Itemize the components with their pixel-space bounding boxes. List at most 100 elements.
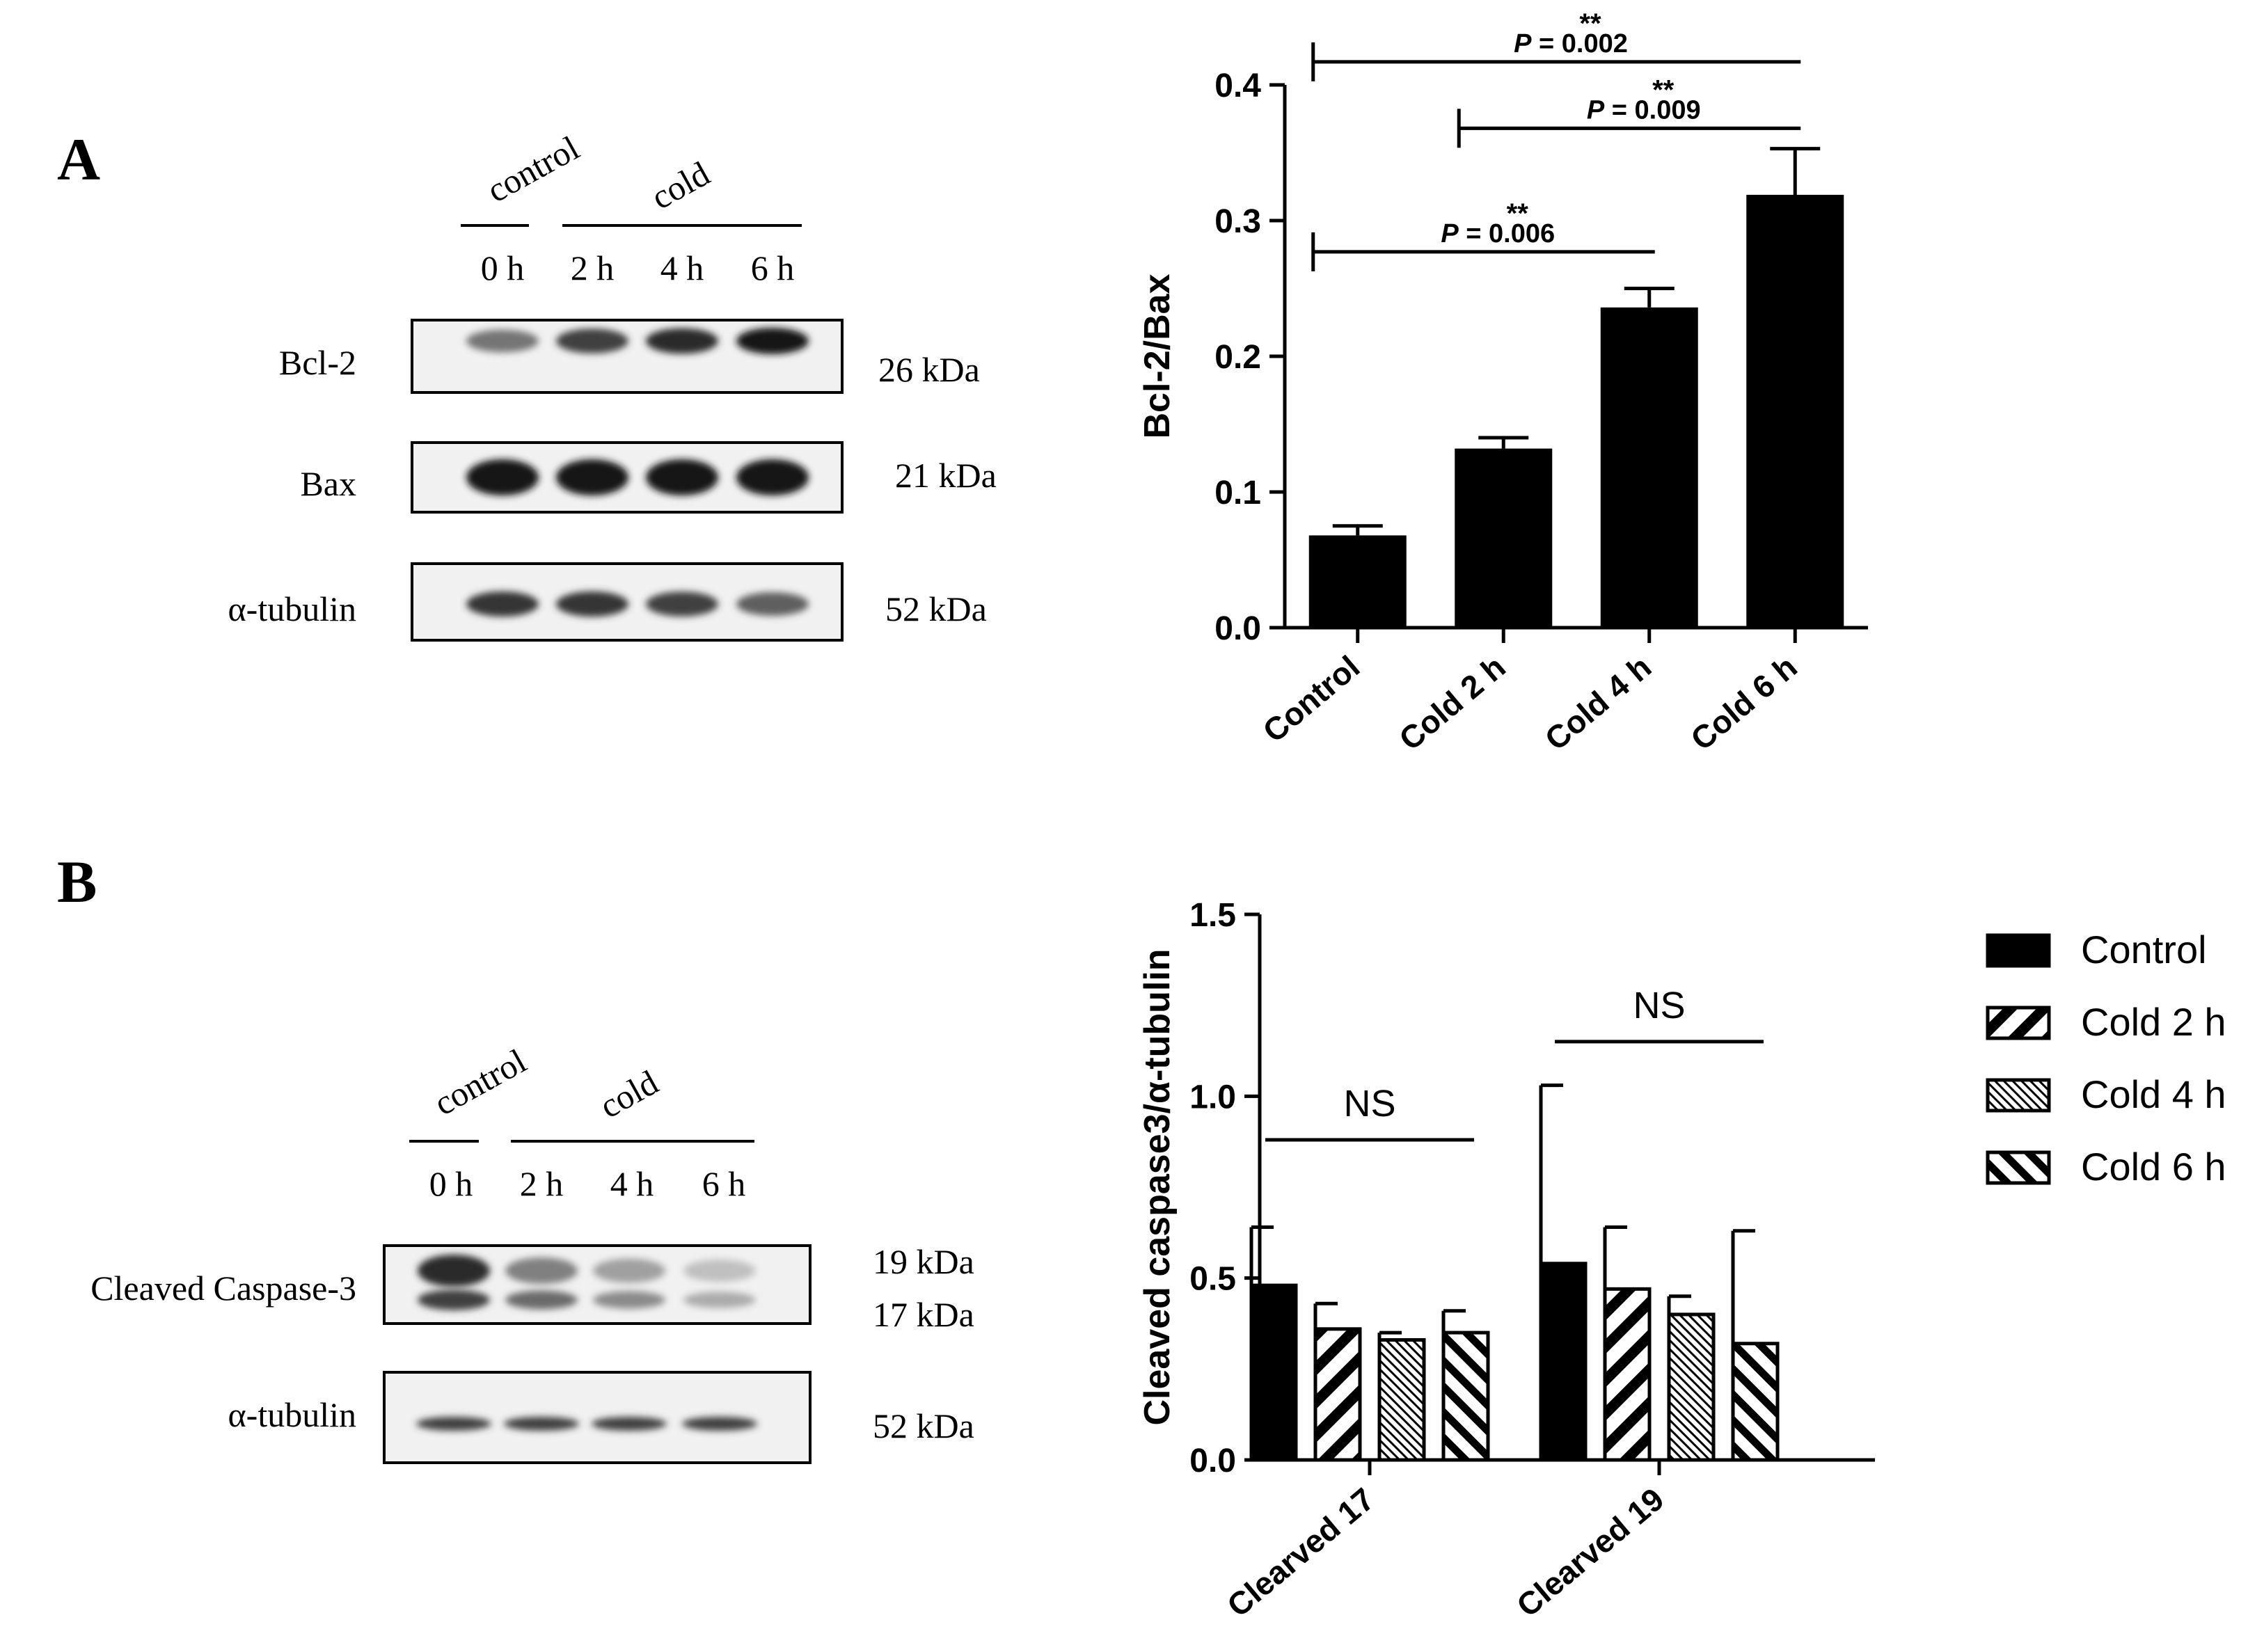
western-blot-a: A control cold 0 h 2 h 4 h 6 h Bcl-2 Bax… bbox=[57, 126, 997, 642]
bar bbox=[1308, 535, 1407, 628]
legend-label: Control bbox=[2081, 928, 2207, 971]
y-tick-label: 0.0 bbox=[1214, 610, 1261, 647]
kda-label-tubulin: 52 kDa bbox=[873, 1406, 974, 1445]
significance-stars: ** bbox=[1507, 198, 1529, 229]
blot-band bbox=[683, 1260, 756, 1282]
group-label-cold: cold bbox=[593, 1063, 664, 1126]
lane-label: 2 h bbox=[520, 1164, 564, 1203]
blot-band bbox=[682, 1417, 757, 1431]
legend-label: Cold 6 h bbox=[2081, 1145, 2226, 1189]
x-tick-label: Cold 4 h bbox=[1538, 649, 1658, 757]
blot-label-bax: Bax bbox=[300, 464, 356, 503]
blot-label-caspase3: Cleaved Caspase-3 bbox=[90, 1269, 356, 1308]
blot-band bbox=[646, 328, 718, 354]
x-tick-label: Clearved 17 bbox=[1220, 1481, 1381, 1624]
bar bbox=[1249, 1283, 1298, 1462]
blot-band bbox=[505, 1290, 578, 1310]
blot-label-bcl2: Bcl-2 bbox=[279, 343, 356, 382]
y-tick-label: 1.0 bbox=[1189, 1079, 1236, 1115]
blot-band bbox=[466, 591, 539, 617]
ns-label: NS bbox=[1343, 1083, 1395, 1125]
blot-band bbox=[416, 1417, 491, 1431]
bar bbox=[1441, 1331, 1490, 1462]
p-value-label: P = 0.006 bbox=[1441, 219, 1555, 248]
group-label-control: control bbox=[480, 128, 585, 210]
y-tick-label: 0.5 bbox=[1189, 1261, 1236, 1298]
group-label-cold: cold bbox=[644, 154, 715, 217]
y-tick-label: 0.4 bbox=[1214, 67, 1261, 104]
significance-stars: ** bbox=[1579, 8, 1601, 39]
lane-label: 2 h bbox=[571, 248, 615, 287]
blot-band bbox=[556, 459, 628, 495]
y-axis-label: Cleaved caspase3/α-tubulin bbox=[1137, 948, 1178, 1425]
bar bbox=[1600, 307, 1698, 628]
blot-band bbox=[736, 459, 809, 495]
blot-band bbox=[683, 1292, 756, 1308]
bar bbox=[1746, 194, 1844, 628]
blot-bands-a bbox=[466, 328, 809, 617]
group-label-control: control bbox=[427, 1041, 532, 1123]
legend: Control Cold 2 h Cold 4 h Cold 6 h bbox=[1986, 928, 2226, 1189]
bar bbox=[1603, 1287, 1652, 1462]
blot-band bbox=[593, 1291, 665, 1309]
x-tick-label: Clearved 19 bbox=[1510, 1481, 1670, 1624]
blot-band bbox=[736, 328, 809, 354]
lane-label: 0 h bbox=[429, 1164, 473, 1203]
bar bbox=[1313, 1327, 1362, 1462]
western-blot-b: B control cold 0 h 2 h 4 h 6 h Cleaved C… bbox=[57, 848, 974, 1464]
kda-label-19: 19 kDa bbox=[873, 1242, 974, 1281]
blot-band bbox=[505, 1257, 578, 1284]
lane-label: 6 h bbox=[702, 1164, 746, 1203]
x-tick-label: Control bbox=[1256, 649, 1366, 749]
y-tick-label: 0.3 bbox=[1214, 203, 1261, 240]
legend-label: Cold 4 h bbox=[2081, 1072, 2226, 1116]
kda-label-bcl2: 26 kDa bbox=[878, 350, 980, 389]
panel-letter-b: B bbox=[57, 848, 97, 915]
p-value-label: P = 0.002 bbox=[1514, 29, 1628, 58]
panel-letter-a: A bbox=[57, 126, 100, 193]
legend-label: Cold 2 h bbox=[2081, 1000, 2226, 1044]
blot-band bbox=[504, 1417, 579, 1431]
x-tick-label: Cold 6 h bbox=[1684, 649, 1803, 757]
kda-label-17: 17 kDa bbox=[873, 1295, 974, 1334]
bar bbox=[1377, 1338, 1426, 1462]
blot-label-tubulin: α-tubulin bbox=[228, 589, 356, 628]
lane-label: 6 h bbox=[751, 248, 795, 287]
blot-band bbox=[418, 1289, 490, 1310]
blot-band bbox=[593, 1258, 665, 1283]
blot-bands-b bbox=[416, 1255, 757, 1431]
lane-label: 4 h bbox=[610, 1164, 654, 1203]
significance-stars: ** bbox=[1652, 74, 1675, 105]
blot-band bbox=[418, 1255, 490, 1287]
blot-band bbox=[556, 591, 628, 617]
bar bbox=[1455, 448, 1553, 628]
lane-label: 4 h bbox=[660, 248, 704, 287]
lane-label: 0 h bbox=[481, 248, 525, 287]
kda-label-bax: 21 kDa bbox=[895, 456, 997, 495]
blot-band bbox=[466, 329, 539, 353]
p-value-label: P = 0.009 bbox=[1587, 95, 1701, 125]
y-tick-label: 0.1 bbox=[1214, 475, 1261, 511]
legend-swatch bbox=[1986, 933, 2051, 968]
bar bbox=[1667, 1312, 1716, 1462]
legend-swatch bbox=[1986, 1078, 2051, 1113]
kda-label-tubulin: 52 kDa bbox=[885, 589, 987, 628]
bar bbox=[1539, 1262, 1588, 1462]
blot-band bbox=[592, 1417, 667, 1431]
y-tick-label: 1.5 bbox=[1189, 897, 1236, 934]
legend-swatch bbox=[1986, 1006, 2051, 1040]
blot-band bbox=[646, 459, 718, 495]
chart-cleaved-caspase3: 0.0 0.5 1.0 1.5 Cleaved caspase3/α-tubulin Cl… bbox=[1137, 897, 1875, 1624]
ns-label: NS bbox=[1633, 985, 1685, 1026]
x-tick-label: Cold 2 h bbox=[1392, 649, 1512, 757]
y-axis-label: Bcl-2/Bax bbox=[1137, 273, 1178, 438]
blot-label-tubulin: α-tubulin bbox=[228, 1395, 356, 1434]
blot-band bbox=[646, 591, 718, 617]
bar bbox=[1731, 1342, 1780, 1462]
legend-swatch bbox=[1986, 1150, 2051, 1185]
blot-band bbox=[556, 328, 628, 354]
y-tick-label: 0.0 bbox=[1189, 1443, 1236, 1479]
